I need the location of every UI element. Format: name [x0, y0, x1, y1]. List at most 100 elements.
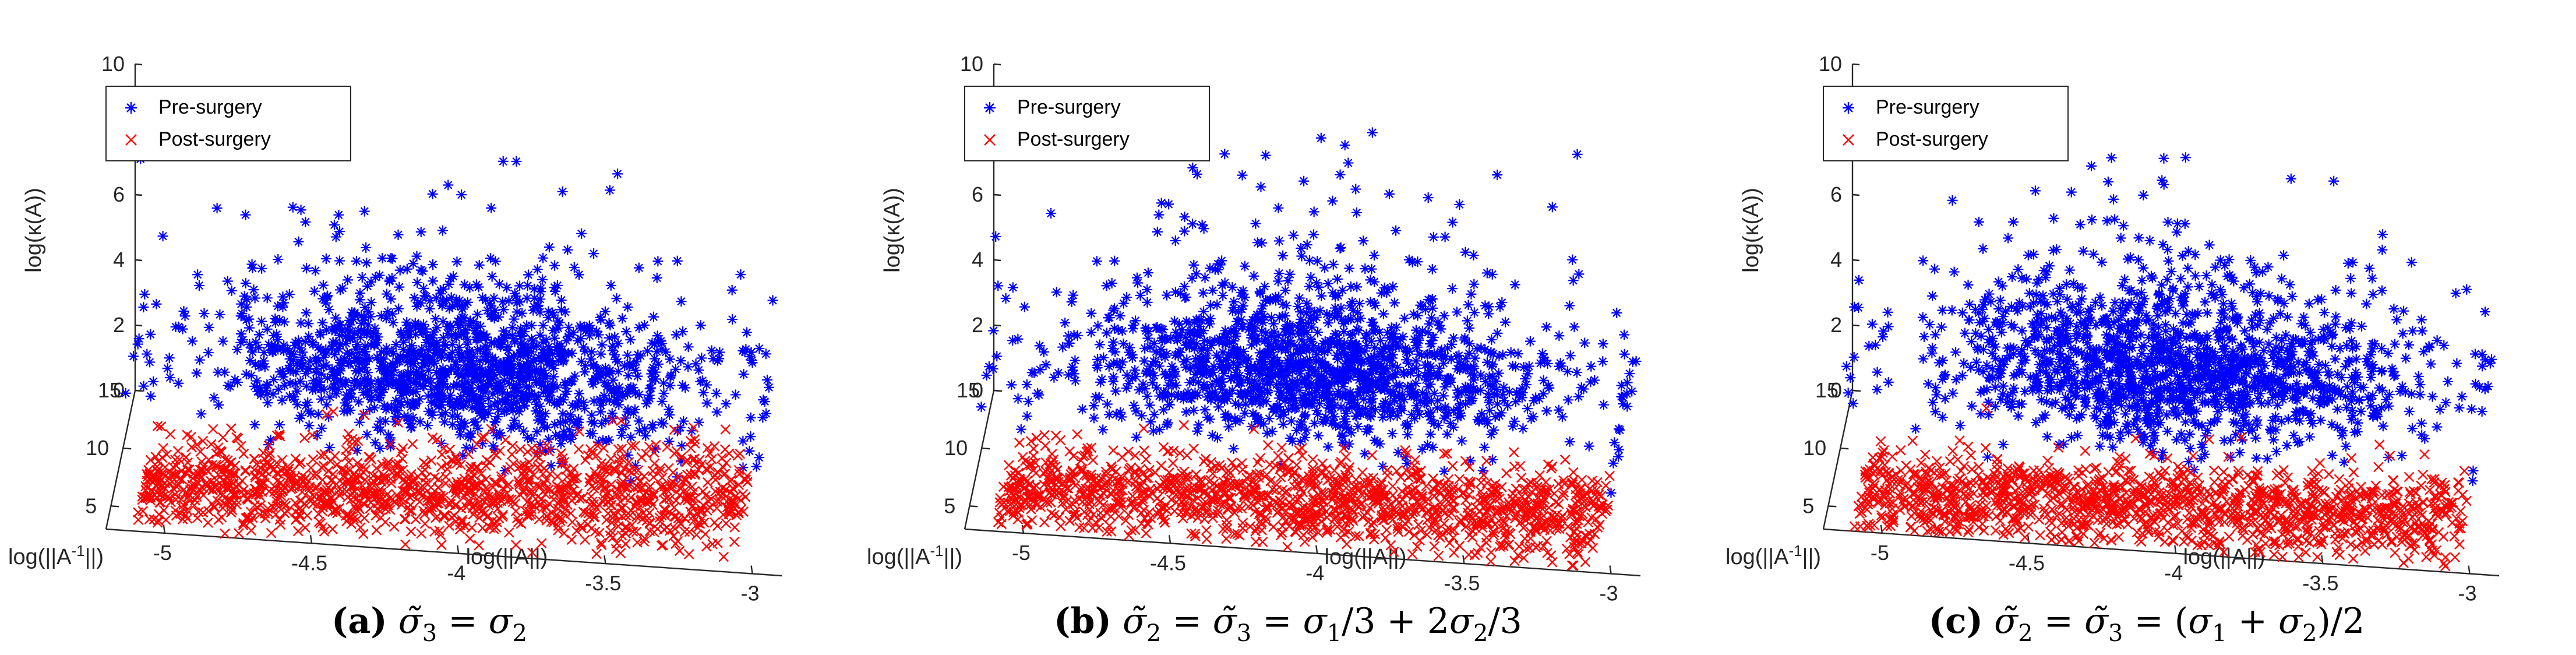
data-point-pre-surgery: [1296, 334, 1307, 346]
data-point-pre-surgery: [1091, 256, 1102, 267]
data-point-pre-surgery: [310, 367, 322, 378]
data-point-pre-surgery: [461, 442, 472, 453]
data-point-post-surgery: [507, 441, 518, 451]
data-point-pre-surgery: [590, 373, 601, 384]
data-point-pre-surgery: [1049, 372, 1060, 383]
data-point-post-surgery: [1082, 443, 1093, 454]
data-point-post-surgery: [1251, 523, 1262, 534]
data-point-pre-surgery: [1184, 341, 1195, 353]
data-point-pre-surgery: [1318, 416, 1329, 427]
data-point-pre-surgery: [579, 346, 590, 357]
data-point-pre-surgery: [1141, 368, 1152, 379]
data-point-pre-surgery: [451, 333, 462, 344]
data-point-pre-surgery: [1459, 333, 1470, 344]
data-point-pre-surgery: [1128, 400, 1139, 411]
data-point-pre-surgery: [1213, 402, 1224, 413]
data-point-post-surgery: [689, 434, 700, 445]
data-point-pre-surgery: [528, 341, 539, 353]
data-point-post-surgery: [140, 481, 151, 492]
data-point-pre-surgery: [1249, 315, 1260, 326]
data-point-pre-surgery: [439, 368, 450, 379]
data-point-pre-surgery: [1374, 438, 1385, 449]
data-point-pre-surgery: [642, 346, 653, 357]
data-point-post-surgery: [360, 464, 371, 475]
data-point-pre-surgery: [1368, 321, 1379, 332]
data-point-pre-surgery: [446, 292, 457, 303]
data-point-pre-surgery: [504, 378, 515, 389]
data-point-pre-surgery: [353, 325, 364, 336]
data-point-pre-surgery: [1273, 401, 1285, 412]
data-point-post-surgery: [690, 469, 700, 480]
data-point-pre-surgery: [1138, 379, 1149, 390]
data-point-pre-surgery: [376, 384, 387, 395]
data-point-pre-surgery: [375, 354, 386, 365]
data-point-pre-surgery: [1130, 315, 1141, 326]
data-point-pre-surgery: [693, 417, 704, 428]
data-point-post-surgery: [597, 480, 608, 491]
data-point-pre-surgery: [588, 379, 599, 390]
data-point-pre-surgery: [1316, 362, 1327, 373]
data-point-pre-surgery: [308, 375, 319, 386]
data-point-pre-surgery: [460, 418, 471, 429]
data-point-pre-surgery: [1619, 329, 1630, 340]
data-point-pre-surgery: [412, 297, 424, 308]
data-point-pre-surgery: [157, 231, 168, 242]
data-point-pre-surgery: [1280, 329, 1291, 340]
data-point-pre-surgery: [1616, 391, 1627, 402]
data-point-pre-surgery: [1578, 383, 1589, 395]
data-point-post-surgery: [520, 506, 531, 517]
data-point-pre-surgery: [1289, 339, 1300, 350]
data-point-post-surgery: [1357, 512, 1368, 522]
data-point-pre-surgery: [1198, 287, 1209, 298]
data-point-post-surgery: [249, 453, 260, 464]
data-point-pre-surgery: [1335, 242, 1346, 253]
data-point-post-surgery: [444, 444, 456, 455]
data-point-pre-surgery: [1188, 375, 1199, 386]
data-point-pre-surgery: [1597, 356, 1608, 367]
data-point-post-surgery: [358, 529, 369, 540]
data-point-post-surgery: [497, 511, 508, 522]
data-point-pre-surgery: [1622, 377, 1633, 388]
data-point-pre-surgery: [1276, 363, 1287, 374]
data-point-pre-surgery: [471, 334, 482, 345]
data-point-pre-surgery: [706, 345, 717, 356]
data-point-pre-surgery: [1103, 312, 1114, 323]
data-point-post-surgery: [202, 481, 213, 491]
data-point-pre-surgery: [1218, 347, 1229, 358]
data-point-pre-surgery: [519, 400, 530, 411]
data-point-pre-surgery: [1388, 329, 1399, 340]
data-point-pre-surgery: [1131, 432, 1142, 443]
data-point-pre-surgery: [1202, 411, 1213, 422]
data-point-pre-surgery: [1304, 255, 1315, 266]
data-point-post-surgery: [316, 495, 327, 505]
data-point-pre-surgery: [1346, 402, 1357, 413]
data-point-pre-surgery: [1425, 361, 1436, 372]
data-point-pre-surgery: [1460, 353, 1472, 364]
data-point-pre-surgery: [348, 314, 359, 325]
data-point-pre-surgery: [354, 417, 365, 428]
data-point-post-surgery: [602, 508, 613, 519]
data-point-pre-surgery: [1411, 362, 1423, 374]
data-point-pre-surgery: [1446, 354, 1457, 365]
data-point-pre-surgery: [499, 375, 510, 386]
data-point-pre-surgery: [1287, 366, 1298, 377]
data-point-pre-surgery: [1331, 350, 1342, 361]
data-point-pre-surgery: [1117, 326, 1128, 337]
data-point-pre-surgery: [495, 358, 506, 369]
data-point-post-surgery: [732, 450, 743, 461]
data-point-pre-surgery: [1427, 263, 1438, 274]
y-tick-label: 5: [85, 494, 97, 517]
data-point-pre-surgery: [335, 357, 346, 368]
data-point-pre-surgery: [433, 395, 444, 406]
data-point-post-surgery: [1141, 454, 1152, 465]
data-point-pre-surgery: [547, 348, 558, 360]
data-point-pre-surgery: [346, 348, 357, 359]
data-point-pre-surgery: [431, 367, 442, 378]
data-point-pre-surgery: [372, 375, 383, 386]
data-point-pre-surgery: [1345, 300, 1356, 311]
data-point-post-surgery: [544, 446, 555, 457]
data-point-pre-surgery: [472, 397, 483, 409]
data-point-pre-surgery: [262, 389, 273, 400]
data-point-post-surgery: [274, 431, 285, 442]
